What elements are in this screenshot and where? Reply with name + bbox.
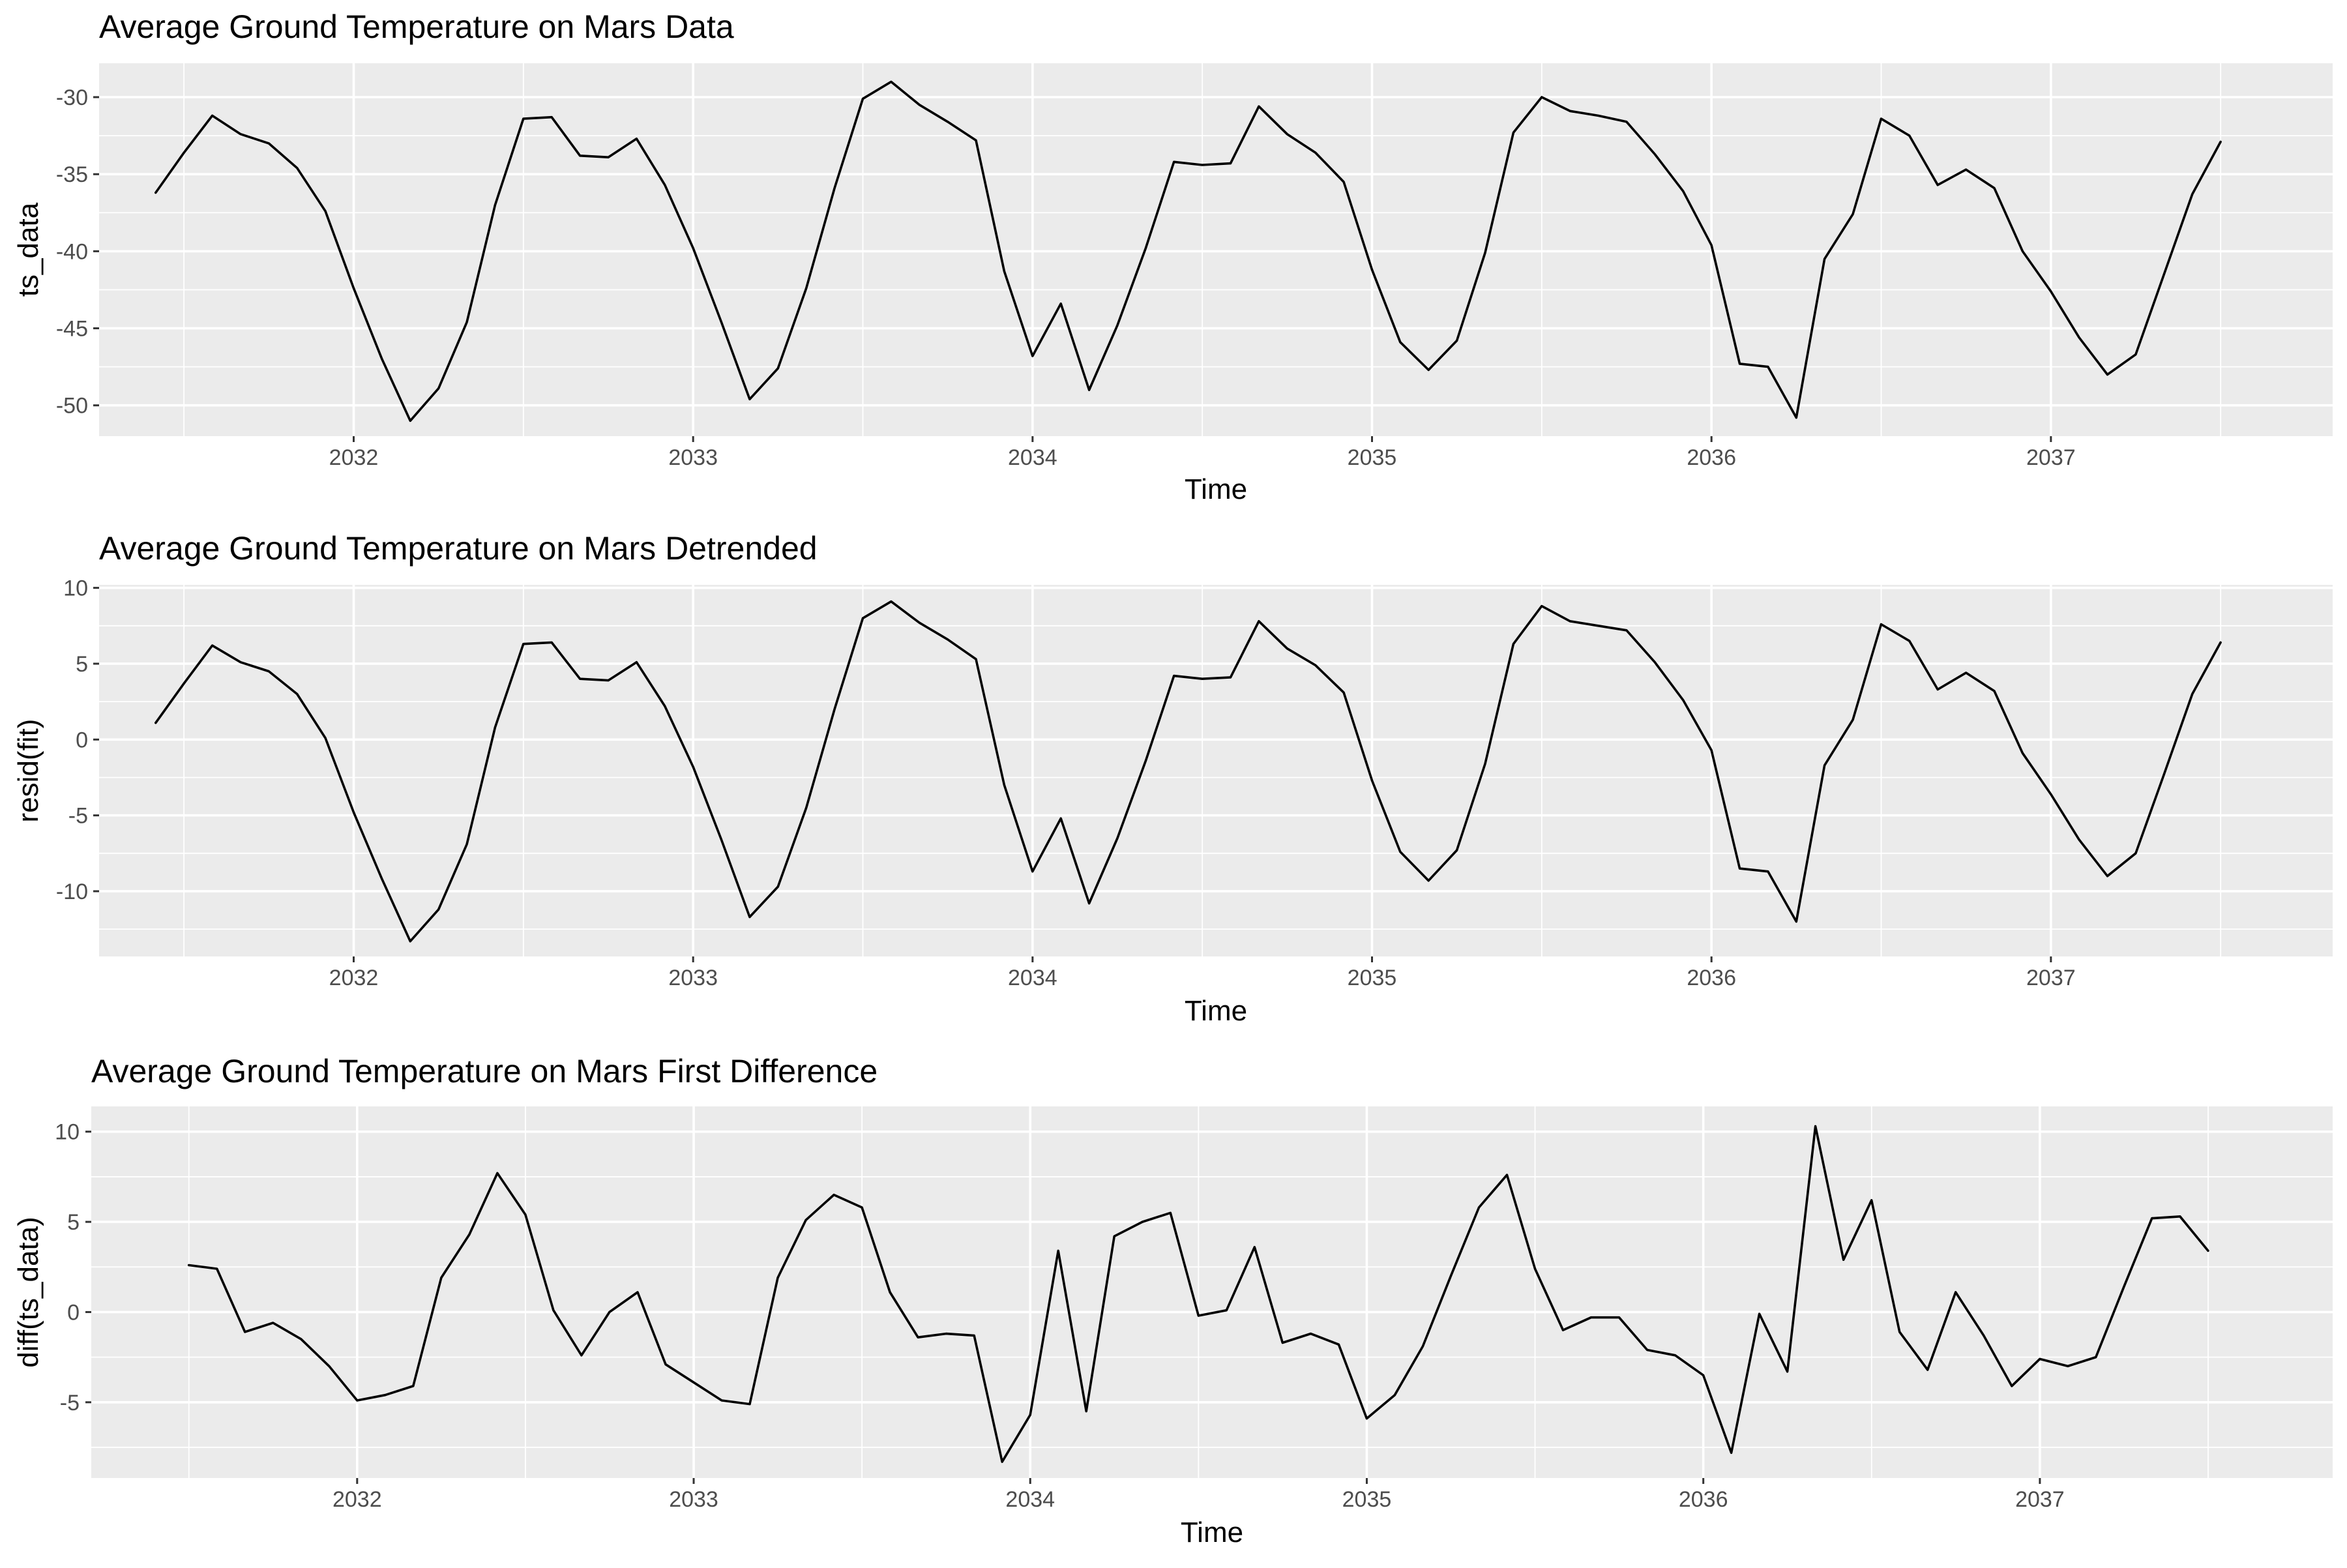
x-tick-label: 2037 <box>2026 966 2076 990</box>
series-line <box>155 600 2222 943</box>
series-line <box>155 80 2222 422</box>
x-tick-label: 2032 <box>332 1487 382 1512</box>
x-tick-label: 2034 <box>1008 966 1057 990</box>
x-axis-title: Time <box>1181 1516 1243 1548</box>
x-tick-label: 2036 <box>1679 1487 1728 1512</box>
y-tick-label: -50 <box>56 394 88 419</box>
y-tick-label: 5 <box>76 652 88 677</box>
x-tick-label: 2033 <box>668 445 718 470</box>
x-tick-label: 2035 <box>1348 966 1397 990</box>
y-tick-label: 10 <box>63 576 88 601</box>
y-axis-title: diff(ts_data) <box>12 1217 44 1368</box>
x-axis-title: Time <box>1185 995 1247 1027</box>
chart-title: Average Ground Temperature on Mars First… <box>91 1053 878 1089</box>
y-tick-label: -35 <box>56 162 88 187</box>
y-tick-label: 0 <box>67 1300 80 1325</box>
x-axis-title: Time <box>1185 473 1247 505</box>
x-tick-label: 2037 <box>2026 445 2076 470</box>
y-axis-title: resid(fit) <box>12 719 44 823</box>
x-tick-label: 2035 <box>1342 1487 1392 1512</box>
y-tick-label: -5 <box>60 1391 80 1415</box>
x-tick-label: 2037 <box>2015 1487 2065 1512</box>
x-tick-label: 2032 <box>329 445 379 470</box>
x-tick-label: 2032 <box>329 966 379 990</box>
x-tick-label: 2033 <box>669 1487 718 1512</box>
y-tick-label: 10 <box>55 1120 80 1145</box>
y-tick-label: -40 <box>56 239 88 264</box>
x-tick-label: 2036 <box>1687 445 1736 470</box>
y-tick-label: 0 <box>76 728 88 752</box>
chart-title: Average Ground Temperature on Mars Data <box>99 8 734 45</box>
y-tick-label: -30 <box>56 85 88 110</box>
panel-background <box>99 585 2333 956</box>
x-tick-label: 2034 <box>1005 1487 1055 1512</box>
chart-title: Average Ground Temperature on Mars Detre… <box>99 530 818 567</box>
y-tick-label: -10 <box>56 880 88 904</box>
x-tick-label: 2034 <box>1008 445 1057 470</box>
y-axis-title: ts_data <box>12 202 44 297</box>
x-tick-label: 2036 <box>1687 966 1736 990</box>
panel-1: -30 -35 -40 -45 -50 2032 2033 2034 2035 2036 2037 A… <box>12 8 2333 505</box>
panel-3: 10 5 0 -5 2032 2033 2034 2035 2036 2037 Average Gr… <box>12 1053 2333 1548</box>
panel-2: 10 5 0 -5 -10 2032 2033 2034 2035 2036 2037 Average… <box>12 530 2333 1027</box>
y-tick-label: 5 <box>67 1210 80 1235</box>
y-tick-label: -5 <box>68 804 88 829</box>
x-tick-label: 2035 <box>1348 445 1397 470</box>
series-line <box>187 1125 2209 1463</box>
x-tick-label: 2033 <box>668 966 718 990</box>
panel-background <box>91 1106 2333 1478</box>
panel-background <box>99 63 2333 436</box>
y-tick-label: -45 <box>56 317 88 342</box>
